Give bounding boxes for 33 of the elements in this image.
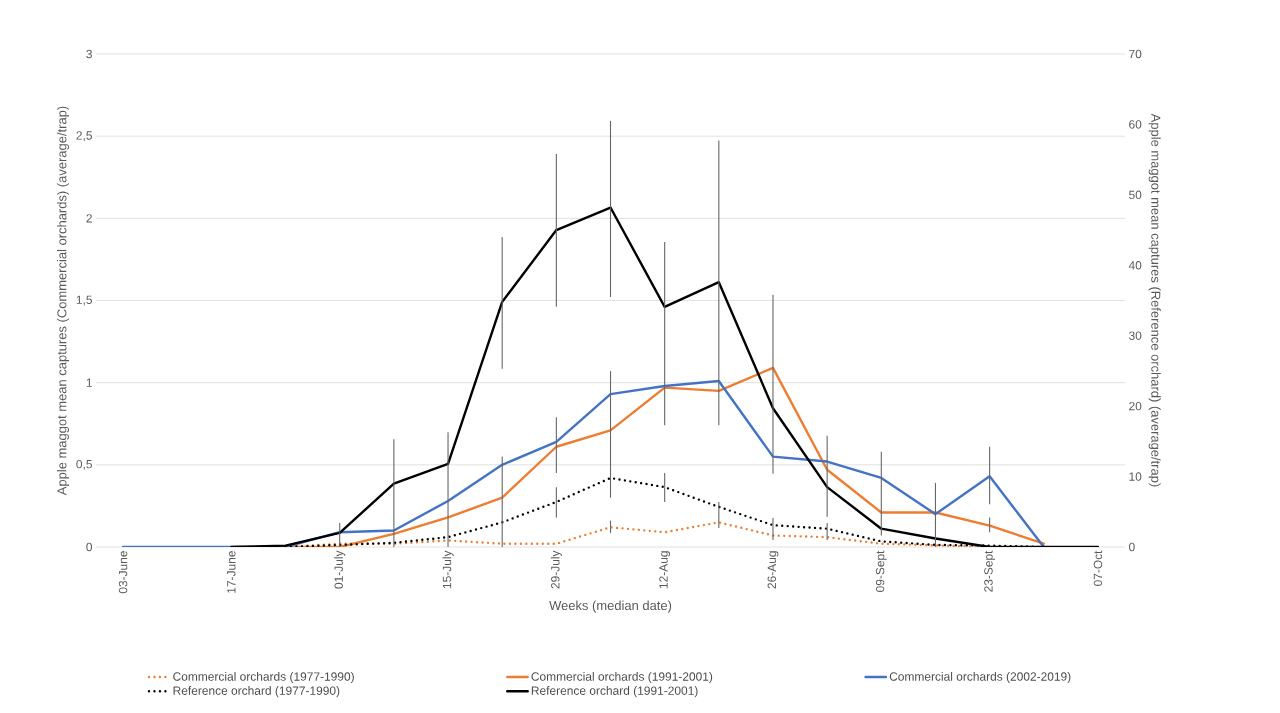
legend-label: Reference orchard (1991-2001) [531, 686, 698, 698]
legend-label: Commercial orchards (1977-1990) [173, 671, 354, 684]
x-axis-title: Weeks (median date) [549, 600, 672, 613]
y-tick-label: 3 [86, 49, 92, 59]
y-tick-label: 1,5 [76, 295, 92, 306]
x-tick-label: 15-July [442, 550, 454, 589]
y2-tick-label: 70 [1129, 49, 1142, 59]
y2-tick-label: 0 [1129, 542, 1135, 552]
y2-tick-label: 40 [1128, 261, 1142, 270]
y-tick-label: 0 [86, 542, 93, 552]
x-tick-label: 23-Sept [984, 550, 996, 592]
legend-label: Reference orchard (1977-1990) [173, 686, 340, 698]
x-tick-label: 03-June [118, 551, 128, 594]
x-tick-label: 17-June [227, 551, 236, 593]
x-tick-label: 01-July [334, 550, 346, 589]
y-tick-label: 1 [86, 378, 92, 387]
legend-label: Commercial orchards (1991-2001) [531, 671, 713, 684]
x-tick-label: 26-Aug [767, 551, 779, 589]
y-tick-label: 0,5 [76, 459, 92, 470]
y2-tick-label: 30 [1128, 331, 1142, 340]
x-tick-label: 12-Aug [659, 551, 671, 589]
y2-tick-label: 60 [1129, 120, 1142, 129]
y2-tick-label: 10 [1129, 472, 1142, 481]
legend-label: Commercial orchards (2002-2019) [889, 671, 1071, 684]
x-tick-label: 09-Sept [875, 550, 887, 592]
x-tick-label: 29-July [550, 550, 562, 589]
y2-tick-label: 50 [1129, 190, 1142, 200]
y-axis-title: Apple maggot mean captures (Commercial orchards) (average/trap) [56, 106, 70, 496]
y2-axis-title: Apple maggot mean captures (Reference orchard) (average/trap) [1148, 113, 1161, 487]
y-tick-label: 2,5 [76, 131, 92, 142]
y2-tick-label: 20 [1129, 401, 1142, 411]
y-tick-label: 2 [86, 214, 92, 223]
x-tick-label: 07-Oct [1093, 550, 1103, 586]
